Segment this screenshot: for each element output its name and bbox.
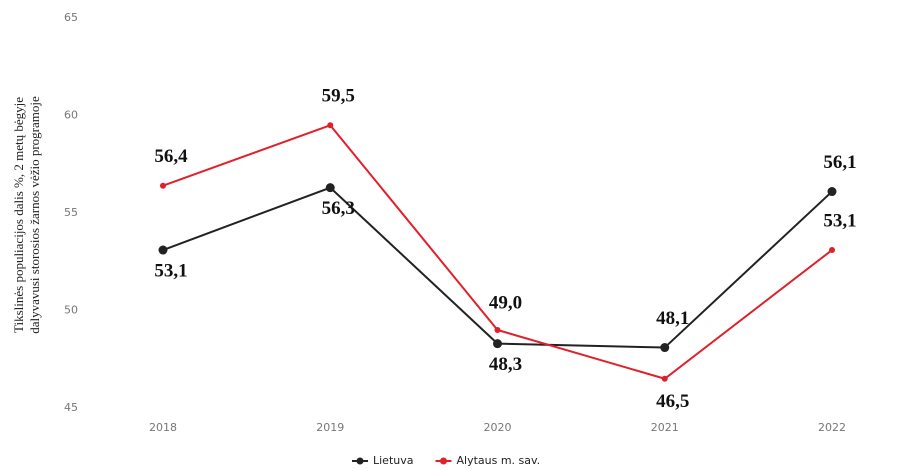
data-label: 56,1 xyxy=(823,152,856,173)
data-point xyxy=(829,247,835,254)
legend-label: Alytaus m. sav. xyxy=(457,454,541,467)
x-tick-label: 2018 xyxy=(149,421,177,434)
x-tick-label: 2022 xyxy=(818,421,846,434)
data-label: 56,3 xyxy=(322,198,355,219)
data-point xyxy=(158,245,168,255)
data-label: 48,1 xyxy=(656,308,689,329)
data-label: 46,5 xyxy=(656,391,689,412)
x-tick-label: 2021 xyxy=(651,421,679,434)
x-tick-label: 2020 xyxy=(484,421,512,434)
data-point xyxy=(327,122,334,129)
legend-label: Lietuva xyxy=(373,454,414,467)
legend-item: Lietuva xyxy=(352,454,414,467)
series-line xyxy=(162,186,833,349)
legend-marker xyxy=(356,457,364,465)
y-tick-label: 65 xyxy=(64,11,78,24)
data-point xyxy=(325,183,335,193)
y-label-line: Tikslinės populiacijos dalis %, 2 metų b… xyxy=(11,97,26,333)
data-label: 56,4 xyxy=(154,146,188,167)
y-tick-label: 55 xyxy=(64,206,78,219)
data-label: 53,1 xyxy=(154,260,187,281)
x-tick-label: 2019 xyxy=(316,421,344,434)
data-point xyxy=(661,375,668,382)
data-label: 59,5 xyxy=(322,86,355,107)
y-label-line: dalyvavusi storosios žarnos vėžio progra… xyxy=(27,96,42,334)
data-point xyxy=(494,327,501,333)
data-point xyxy=(827,187,837,197)
legend-item: Alytaus m. sav. xyxy=(435,454,541,467)
data-label: 49,0 xyxy=(489,292,522,313)
y-tick-label: 45 xyxy=(64,401,78,414)
y-tick-label: 60 xyxy=(64,109,78,122)
data-label: 48,3 xyxy=(489,354,522,375)
data-point xyxy=(160,182,166,189)
y-tick-label: 50 xyxy=(64,304,78,317)
data-point xyxy=(660,343,670,353)
legend-marker xyxy=(440,457,447,465)
data-label: 53,1 xyxy=(823,210,856,231)
y-axis-label: Tikslinės populiacijos dalis %, 2 metų b… xyxy=(11,96,42,334)
data-point xyxy=(493,339,502,349)
